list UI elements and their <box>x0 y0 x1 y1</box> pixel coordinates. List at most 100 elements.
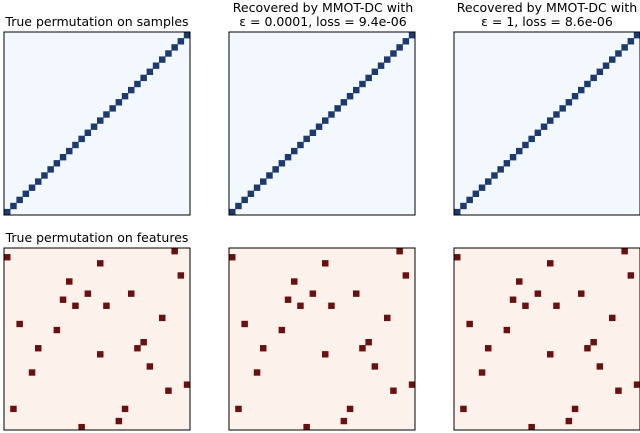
heatmap-cell <box>121 405 129 413</box>
heatmap-cell <box>553 111 560 118</box>
heatmap-cell <box>10 405 17 413</box>
heatmap-cell <box>472 190 480 197</box>
heatmap-cell <box>503 326 511 334</box>
heatmap-cell <box>253 184 261 191</box>
heatmap-cell <box>309 290 317 297</box>
heatmap-cell <box>466 320 473 328</box>
heatmap-cell <box>528 423 535 431</box>
heatmap-cell <box>90 123 98 130</box>
heatmap-cell <box>53 326 61 334</box>
heatmap-cell <box>28 369 36 376</box>
heatmap-cell <box>359 345 366 352</box>
heatmap-panel <box>453 247 640 431</box>
heatmap-cell <box>260 345 267 352</box>
heatmap-cell <box>553 302 560 309</box>
heatmap-cell <box>97 351 104 358</box>
heatmap-cell <box>454 208 461 216</box>
heatmap-cell <box>103 302 110 309</box>
heatmap-cell <box>454 254 461 261</box>
heatmap-cell <box>516 147 523 155</box>
heatmap-cell <box>396 248 403 255</box>
heatmap-cell <box>4 254 11 261</box>
heatmap-cell <box>171 248 178 255</box>
heatmap-cell <box>584 80 591 88</box>
heatmap-cell <box>241 320 248 328</box>
heatmap-cell <box>578 290 585 297</box>
heatmap-cell <box>328 111 335 118</box>
heatmap-cell <box>377 62 385 69</box>
heatmap-cell <box>590 339 597 346</box>
panel-title-line-1: Recovered by MMOT-DC with <box>233 0 413 15</box>
heatmap-cell <box>16 196 23 204</box>
heatmap-cell <box>528 135 535 143</box>
heatmap-panel <box>228 31 416 216</box>
heatmap-cell <box>97 117 104 124</box>
heatmap-cell <box>534 129 542 136</box>
heatmap-cell <box>177 38 185 45</box>
heatmap-cell <box>621 248 628 255</box>
heatmap-cell <box>229 254 236 261</box>
heatmap-cell <box>485 178 492 185</box>
heatmap-cell <box>627 272 635 279</box>
heatmap-cell <box>371 363 379 370</box>
heatmap-cell <box>559 105 566 112</box>
heatmap-cell <box>272 166 279 173</box>
heatmap-cell <box>284 154 292 161</box>
heatmap-cell <box>322 351 329 358</box>
heatmap-cell <box>384 314 391 322</box>
heatmap-cell <box>565 99 573 106</box>
heatmap-cell <box>522 141 529 149</box>
heatmap-cell <box>334 105 341 112</box>
heatmap-cell <box>540 123 548 130</box>
heatmap-cell <box>460 202 467 210</box>
heatmap-cell <box>121 93 129 100</box>
heatmap-cell <box>140 339 147 346</box>
heatmap-panel <box>453 31 640 216</box>
heatmap-cell <box>485 345 492 352</box>
heatmap-cell <box>359 80 366 88</box>
heatmap-cell <box>627 38 635 45</box>
heatmap-cell <box>72 302 79 309</box>
heatmap-cell <box>509 296 517 303</box>
heatmap-cell <box>478 369 486 376</box>
heatmap-cell <box>177 272 185 279</box>
heatmap-cell <box>128 86 135 94</box>
heatmap-cell <box>384 56 391 63</box>
heatmap-cell <box>371 68 379 75</box>
heatmap-cell <box>547 117 554 124</box>
heatmap-cell <box>4 208 11 216</box>
heatmap-cell <box>128 290 135 297</box>
heatmap-cell <box>590 74 597 82</box>
heatmap-cell <box>41 172 48 179</box>
heatmap-cell <box>340 99 348 106</box>
heatmap-cell <box>66 278 73 285</box>
heatmap-background <box>4 248 190 430</box>
heatmap-cell <box>408 32 416 39</box>
heatmap-cell <box>183 32 191 39</box>
heatmap-frame <box>3 247 191 431</box>
heatmap-cell <box>297 141 304 149</box>
heatmap-cell <box>291 147 298 155</box>
heatmap-cell <box>78 135 85 143</box>
heatmap-cell <box>346 405 354 413</box>
heatmap-cell <box>84 290 92 297</box>
heatmap-cell <box>140 74 147 82</box>
panel-title-line-1: Recovered by MMOT-DC with <box>457 0 637 15</box>
heatmap-cell <box>247 190 255 197</box>
heatmap-cell <box>278 326 286 334</box>
heatmap-cell <box>615 387 622 394</box>
panel-title-line-2: ε = 1, loss = 8.6e-06 <box>481 14 613 29</box>
heatmap-cell <box>291 278 298 285</box>
heatmap-cell <box>297 302 304 309</box>
heatmap-frame <box>228 31 416 216</box>
heatmap-cell <box>152 62 160 69</box>
heatmap-cell <box>165 50 172 57</box>
heatmap-cell <box>72 141 79 149</box>
heatmap-panel <box>3 247 191 431</box>
heatmap-cell <box>365 339 372 346</box>
heatmap-cell <box>315 123 323 130</box>
heatmap-panel <box>3 31 191 216</box>
heatmap-cell <box>346 93 354 100</box>
heatmap-cell <box>365 74 372 82</box>
heatmap-cell <box>571 93 579 100</box>
